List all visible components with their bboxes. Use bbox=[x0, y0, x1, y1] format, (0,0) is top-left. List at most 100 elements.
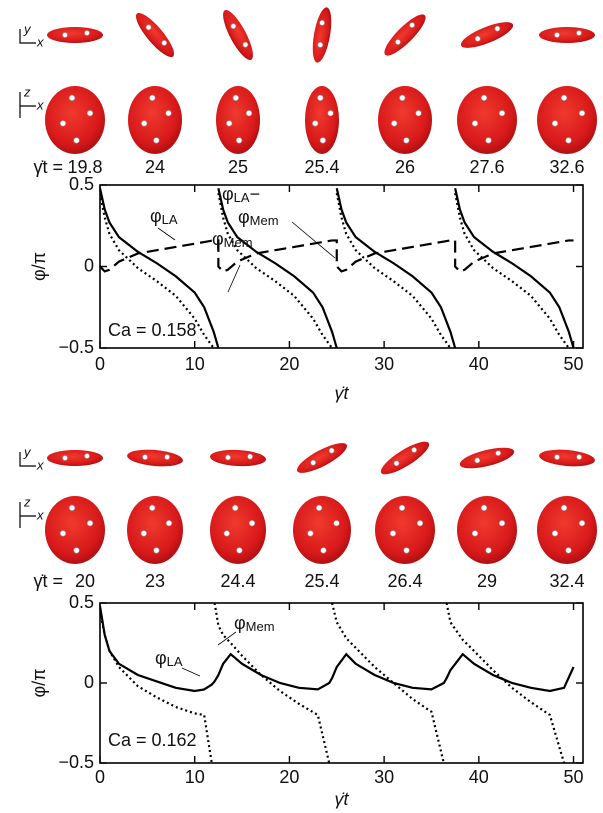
marker-dot bbox=[554, 32, 560, 38]
snapshot-time: 23 bbox=[145, 571, 165, 591]
frame-label: x bbox=[36, 34, 44, 49]
x-axis-label: γ̇t bbox=[334, 789, 349, 809]
x-tick-label: 50 bbox=[564, 354, 584, 374]
label-text: φ bbox=[238, 207, 250, 227]
marker-dot bbox=[62, 32, 68, 38]
marker-dot bbox=[474, 35, 481, 42]
marker-dot bbox=[551, 120, 559, 127]
cell bbox=[45, 86, 105, 154]
marker-dot bbox=[68, 504, 76, 512]
marker-dot bbox=[495, 450, 501, 456]
marker-dot bbox=[494, 25, 501, 32]
snapshot-time: 26 bbox=[395, 157, 415, 177]
frame-label: y bbox=[23, 444, 32, 459]
marker-dot bbox=[236, 547, 243, 554]
label-subscript: Mem bbox=[250, 213, 279, 228]
marker-dot bbox=[59, 530, 67, 537]
marker-dot bbox=[223, 530, 230, 537]
label-text: φ bbox=[222, 184, 234, 204]
snapshot-time: 25.4 bbox=[304, 571, 339, 591]
cell bbox=[539, 27, 595, 43]
series-label: φLA bbox=[155, 648, 183, 670]
cell bbox=[457, 496, 517, 564]
frame-axes bbox=[19, 29, 36, 44]
cell-top-view bbox=[216, 86, 260, 154]
marker-dot bbox=[498, 110, 506, 117]
marker-dot bbox=[316, 504, 323, 512]
cell-top-view bbox=[375, 496, 435, 564]
marker-dot bbox=[149, 94, 156, 102]
marker-dot bbox=[317, 94, 324, 102]
marker-dot bbox=[68, 94, 76, 102]
x-tick-label: 0 bbox=[95, 354, 105, 374]
cell bbox=[375, 496, 435, 564]
marker-dot bbox=[474, 457, 481, 464]
cell bbox=[210, 449, 266, 467]
marker-dot bbox=[149, 504, 156, 512]
cell bbox=[384, 14, 426, 56]
label-subscript: LA bbox=[167, 654, 183, 669]
cell bbox=[223, 9, 253, 61]
cell-top-view bbox=[378, 86, 432, 154]
cell bbox=[135, 12, 175, 58]
marker-dot bbox=[73, 547, 80, 554]
marker-dot bbox=[84, 453, 90, 459]
frame-label: x bbox=[36, 507, 44, 522]
snapshot-time: 25 bbox=[228, 157, 248, 177]
series-label: φMem bbox=[212, 229, 253, 251]
snapshot-time: 26.4 bbox=[387, 571, 422, 591]
cell-side-view bbox=[384, 14, 426, 56]
marker-dot bbox=[403, 547, 410, 554]
marker-dot bbox=[232, 504, 239, 512]
label-subscript: Mem bbox=[246, 619, 275, 634]
cell bbox=[47, 27, 103, 43]
marker-dot bbox=[165, 520, 173, 527]
snapshot-time: 32.6 bbox=[549, 157, 584, 177]
cell-side-view bbox=[312, 7, 332, 63]
snapshot-time: 25.4 bbox=[304, 157, 339, 177]
marker-dot bbox=[236, 137, 243, 144]
label-subscript: Mem bbox=[224, 235, 253, 250]
cell-side-view bbox=[135, 12, 175, 58]
x-tick-label: 10 bbox=[185, 354, 205, 374]
cell-top-view bbox=[537, 86, 597, 154]
marker-dot bbox=[232, 94, 239, 102]
cell bbox=[305, 86, 339, 154]
marker-dot bbox=[471, 530, 479, 537]
cell-side-view bbox=[460, 22, 514, 48]
frame-label: z bbox=[23, 84, 31, 99]
marker-dot bbox=[153, 547, 160, 554]
x-tick-label: 40 bbox=[469, 767, 489, 787]
y-tick-label: −0.5 bbox=[58, 752, 94, 772]
marker-dot bbox=[560, 504, 568, 512]
frame-label: x bbox=[36, 457, 44, 472]
cell-top-view bbox=[45, 496, 105, 564]
marker-dot bbox=[225, 454, 231, 461]
marker-dot bbox=[576, 30, 582, 36]
marker-dot bbox=[140, 530, 147, 537]
cell bbox=[539, 449, 595, 467]
marker-dot bbox=[333, 520, 340, 527]
marker-dot bbox=[248, 520, 256, 527]
y-axis-label: φ/π bbox=[29, 668, 49, 697]
marker-dot bbox=[498, 520, 506, 527]
marker-dot bbox=[73, 137, 80, 144]
marker-dot bbox=[328, 447, 335, 454]
snapshot-label: γ̇t = bbox=[33, 571, 63, 591]
cell bbox=[537, 496, 597, 564]
label-subscript: LA bbox=[234, 190, 250, 205]
marker-dot bbox=[226, 120, 233, 127]
cell-top-view bbox=[305, 86, 339, 154]
frame-label: z bbox=[23, 494, 31, 509]
marker-dot bbox=[161, 40, 168, 46]
snapshot-time: 27.6 bbox=[469, 157, 504, 177]
marker-dot bbox=[142, 454, 148, 460]
marker-dot bbox=[554, 454, 560, 460]
marker-dot bbox=[391, 120, 398, 127]
leader-line bbox=[181, 667, 201, 677]
marker-dot bbox=[59, 120, 67, 127]
cell-top-view bbox=[45, 86, 105, 154]
snapshot-time: 19.8 bbox=[67, 157, 102, 177]
marker-dot bbox=[319, 137, 326, 144]
cell-side-view bbox=[459, 447, 515, 469]
